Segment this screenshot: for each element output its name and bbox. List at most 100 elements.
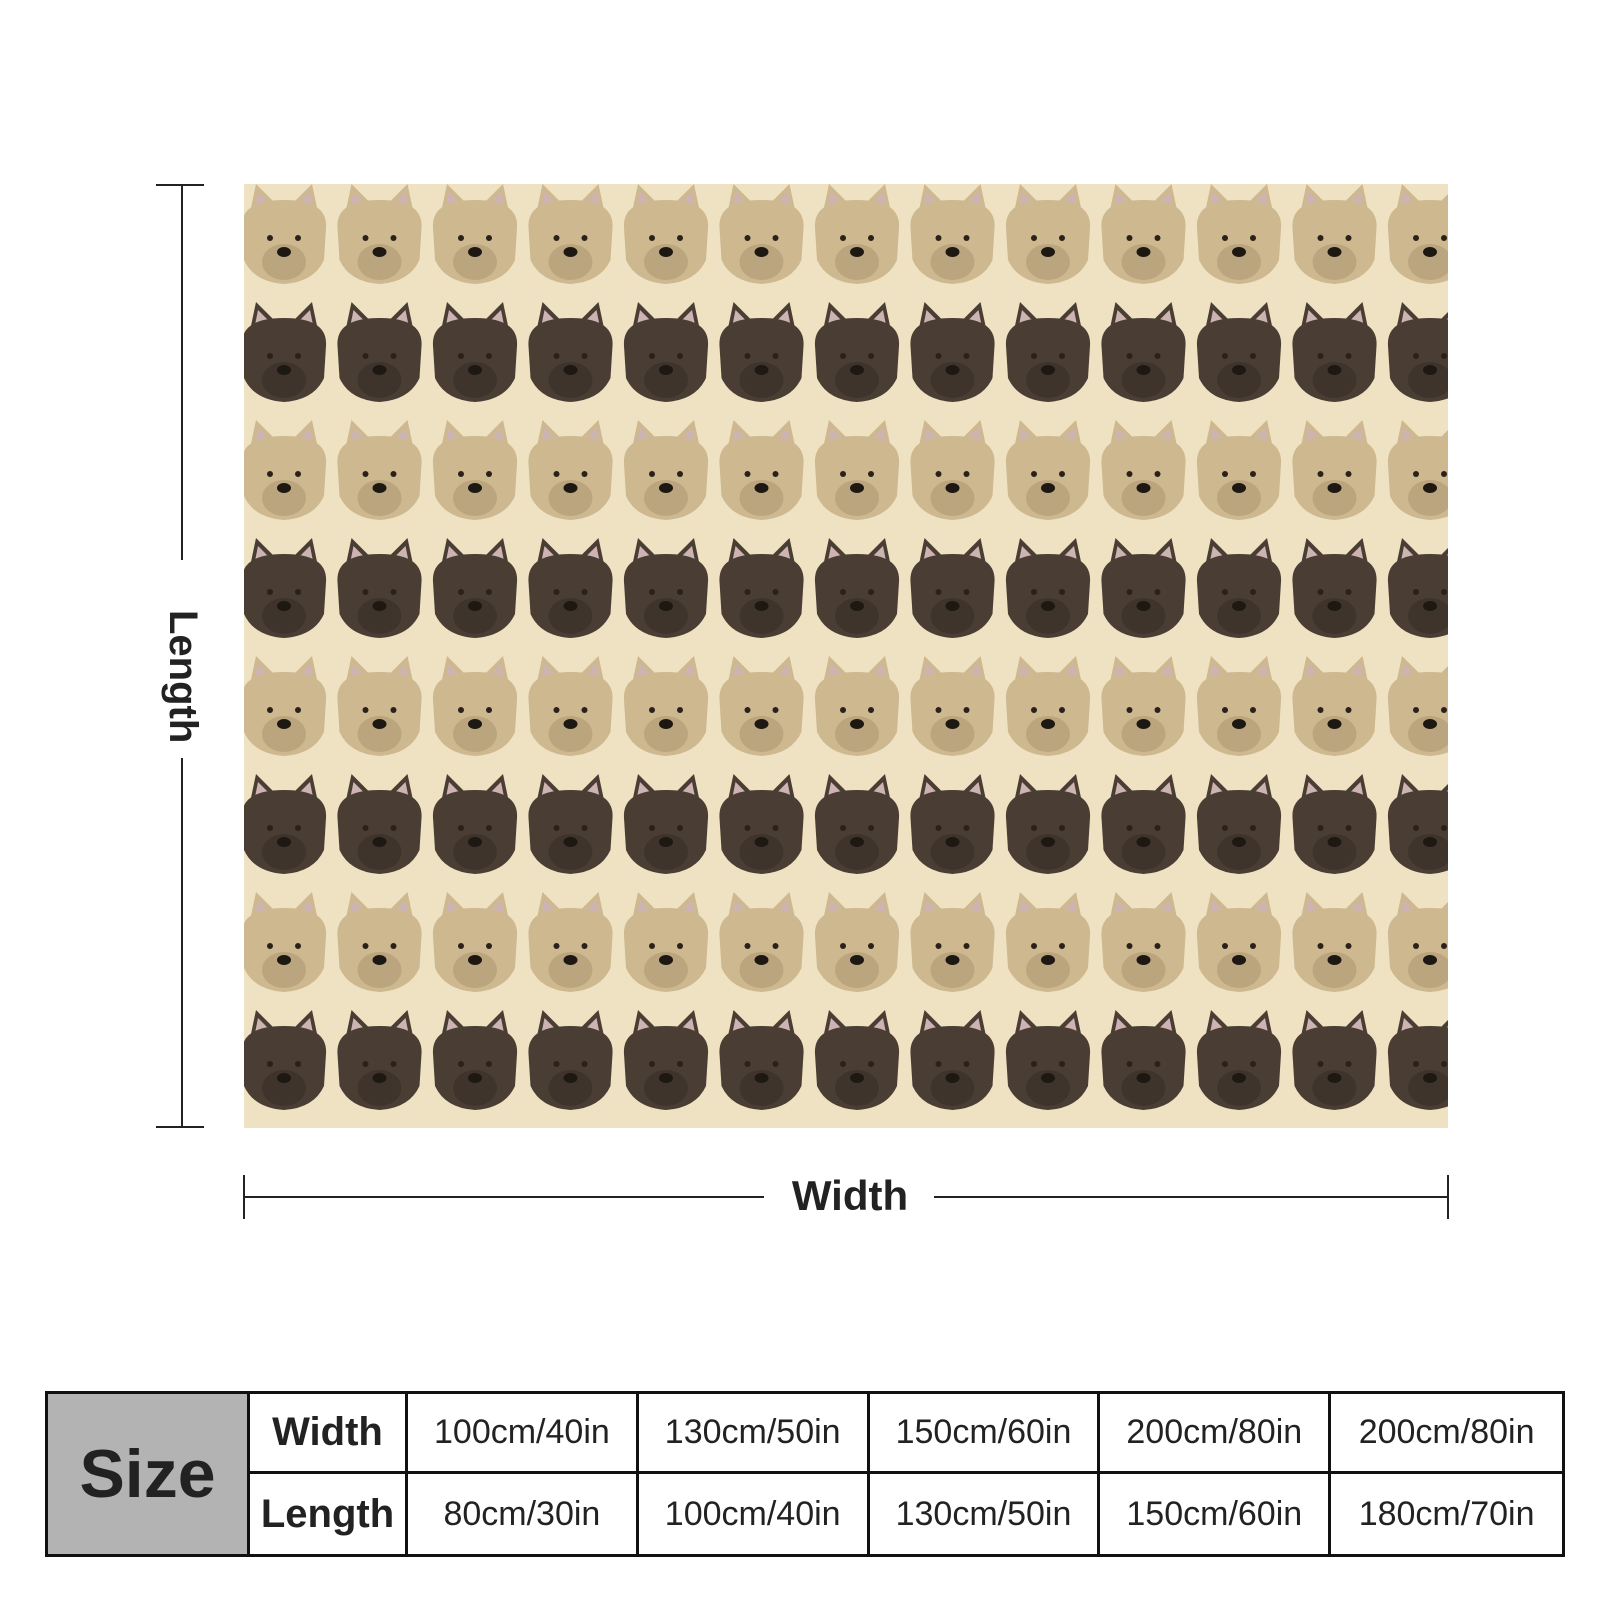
tan-dog-face-icon: [623, 420, 709, 520]
dark-dog-face-icon: [719, 1010, 804, 1110]
dark-dog-face-icon: [244, 302, 327, 402]
tan-dog-face-icon: [1196, 892, 1282, 992]
width-dimension-label: Width: [791, 1172, 909, 1219]
tan-dog-face-icon: [1387, 184, 1448, 284]
tan-dog-face-icon: [528, 420, 613, 520]
tan-dog-face-icon: [719, 420, 804, 520]
dark-dog-face-icon: [1101, 1010, 1186, 1110]
dark-dog-face-icon: [910, 774, 995, 874]
tan-dog-face-icon: [244, 892, 327, 992]
tan-dog-face-icon: [337, 892, 422, 992]
tan-dog-face-icon: [432, 892, 518, 992]
tan-dog-face-icon: [528, 184, 613, 284]
dark-dog-face-icon: [1387, 538, 1448, 638]
tan-dog-face-icon: [337, 184, 422, 284]
tan-dog-face-icon: [432, 184, 518, 284]
dark-dog-face-icon: [623, 1010, 709, 1110]
dark-dog-face-icon: [528, 538, 613, 638]
dark-dog-face-icon: [1196, 538, 1282, 638]
length-dimension-line-top: [181, 184, 183, 560]
width-dimension-line-left: [244, 1196, 764, 1198]
blanket-pattern-image: [244, 184, 1448, 1128]
tan-dog-face-icon: [528, 892, 613, 992]
tan-dog-face-icon: [910, 656, 995, 756]
dark-dog-face-icon: [528, 774, 613, 874]
tan-dog-face-icon: [814, 656, 900, 756]
length-dimension-line-bottom: [181, 758, 183, 1128]
tan-dog-face-icon: [1101, 892, 1186, 992]
dark-dog-face-icon: [432, 538, 518, 638]
dark-dog-face-icon: [910, 1010, 995, 1110]
tan-dog-face-icon: [1005, 892, 1091, 992]
dark-dog-face-icon: [244, 1010, 327, 1110]
dark-dog-face-icon: [337, 302, 422, 402]
tan-dog-face-icon: [719, 184, 804, 284]
tan-dog-face-icon: [528, 656, 613, 756]
width-dimension-cap-right: [1447, 1175, 1449, 1219]
tan-dog-face-icon: [814, 892, 900, 992]
width-dimension-line-right: [934, 1196, 1448, 1198]
tan-dog-face-icon: [814, 184, 900, 284]
dark-dog-face-icon: [623, 774, 709, 874]
dark-dog-face-icon: [528, 302, 613, 402]
dog-face-pattern: [244, 184, 1448, 1110]
dark-dog-face-icon: [1005, 1010, 1091, 1110]
tan-dog-face-icon: [1005, 656, 1091, 756]
tan-dog-face-icon: [910, 420, 995, 520]
tan-dog-face-icon: [337, 656, 422, 756]
size-cell: 150cm/60in: [869, 1394, 1101, 1474]
tan-dog-face-icon: [1101, 420, 1186, 520]
tan-dog-face-icon: [1101, 184, 1186, 284]
dark-dog-face-icon: [244, 538, 327, 638]
size-cell: 100cm/40in: [408, 1394, 639, 1474]
tan-dog-face-icon: [1196, 184, 1282, 284]
dark-dog-face-icon: [814, 774, 900, 874]
dark-dog-face-icon: [814, 1010, 900, 1110]
tan-dog-face-icon: [910, 184, 995, 284]
tan-dog-face-icon: [1005, 420, 1091, 520]
dark-dog-face-icon: [1005, 538, 1091, 638]
size-table-header: Size: [48, 1394, 250, 1554]
tan-dog-face-icon: [432, 656, 518, 756]
length-dimension-cap-top: [156, 184, 204, 186]
size-cell: 130cm/50in: [870, 1474, 1101, 1554]
dark-dog-face-icon: [1101, 302, 1186, 402]
size-cell: 130cm/50in: [638, 1394, 870, 1474]
tan-dog-face-icon: [910, 892, 995, 992]
dark-dog-face-icon: [1005, 774, 1091, 874]
tan-dog-face-icon: [1292, 656, 1377, 756]
tan-dog-face-icon: [719, 892, 804, 992]
tan-dog-face-icon: [432, 420, 518, 520]
dark-dog-face-icon: [910, 302, 995, 402]
dark-dog-face-icon: [719, 538, 804, 638]
tan-dog-face-icon: [244, 420, 327, 520]
dark-dog-face-icon: [623, 538, 709, 638]
dark-dog-face-icon: [432, 302, 518, 402]
dark-dog-face-icon: [719, 302, 804, 402]
size-cell: 180cm/70in: [1358, 1494, 1535, 1533]
tan-dog-face-icon: [1196, 656, 1282, 756]
tan-dog-face-icon: [623, 892, 709, 992]
tan-dog-face-icon: [1196, 420, 1282, 520]
dark-dog-face-icon: [1387, 1010, 1448, 1110]
size-cell: 150cm/60in: [1100, 1474, 1332, 1554]
dark-dog-face-icon: [814, 538, 900, 638]
tan-dog-face-icon: [1387, 420, 1448, 520]
size-table-grid: Width 100cm/40in 130cm/50in 150cm/60in 2…: [250, 1394, 1562, 1554]
dark-dog-face-icon: [1101, 774, 1186, 874]
dark-dog-face-icon: [432, 774, 518, 874]
dark-dog-face-icon: [1196, 774, 1282, 874]
dark-dog-face-icon: [1292, 302, 1377, 402]
dark-dog-face-icon: [432, 1010, 518, 1110]
length-dimension-label: Length: [161, 610, 205, 744]
length-dimension-cap-bottom: [156, 1126, 204, 1128]
dark-dog-face-icon: [1387, 302, 1448, 402]
tan-dog-face-icon: [623, 656, 709, 756]
tan-dog-face-icon: [1005, 184, 1091, 284]
size-cell: 100cm/40in: [639, 1474, 870, 1554]
dark-dog-face-icon: [623, 302, 709, 402]
tan-dog-face-icon: [244, 656, 327, 756]
dark-dog-face-icon: [814, 302, 900, 402]
dark-dog-face-icon: [337, 1010, 422, 1110]
size-cell: 200cm/80in: [1331, 1394, 1562, 1474]
